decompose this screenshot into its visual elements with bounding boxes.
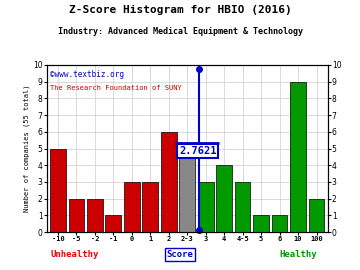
Bar (290, 82, 306, 232)
Bar (179, 148, 195, 232)
Bar (253, 215, 269, 232)
Bar (235, 182, 251, 232)
Text: Z-Score Histogram for HBIO (2016): Z-Score Histogram for HBIO (2016) (69, 5, 291, 15)
Bar (68, 199, 84, 232)
Bar (124, 182, 140, 232)
Bar (198, 182, 213, 232)
Y-axis label: Number of companies (55 total): Number of companies (55 total) (24, 85, 30, 212)
Bar (50, 148, 66, 232)
Bar (272, 215, 287, 232)
Bar (161, 132, 176, 232)
Bar (143, 182, 158, 232)
Text: Healthy: Healthy (279, 250, 317, 259)
Bar (105, 215, 121, 232)
Text: 2.7621: 2.7621 (179, 146, 216, 156)
Text: ©www.textbiz.org: ©www.textbiz.org (50, 70, 123, 79)
Bar (309, 199, 324, 232)
Text: The Research Foundation of SUNY: The Research Foundation of SUNY (50, 85, 181, 91)
Text: Score: Score (167, 250, 193, 259)
Bar (87, 199, 103, 232)
Text: Industry: Advanced Medical Equipment & Technology: Industry: Advanced Medical Equipment & T… (58, 27, 302, 36)
Bar (216, 165, 232, 232)
Text: Unhealthy: Unhealthy (50, 250, 99, 259)
